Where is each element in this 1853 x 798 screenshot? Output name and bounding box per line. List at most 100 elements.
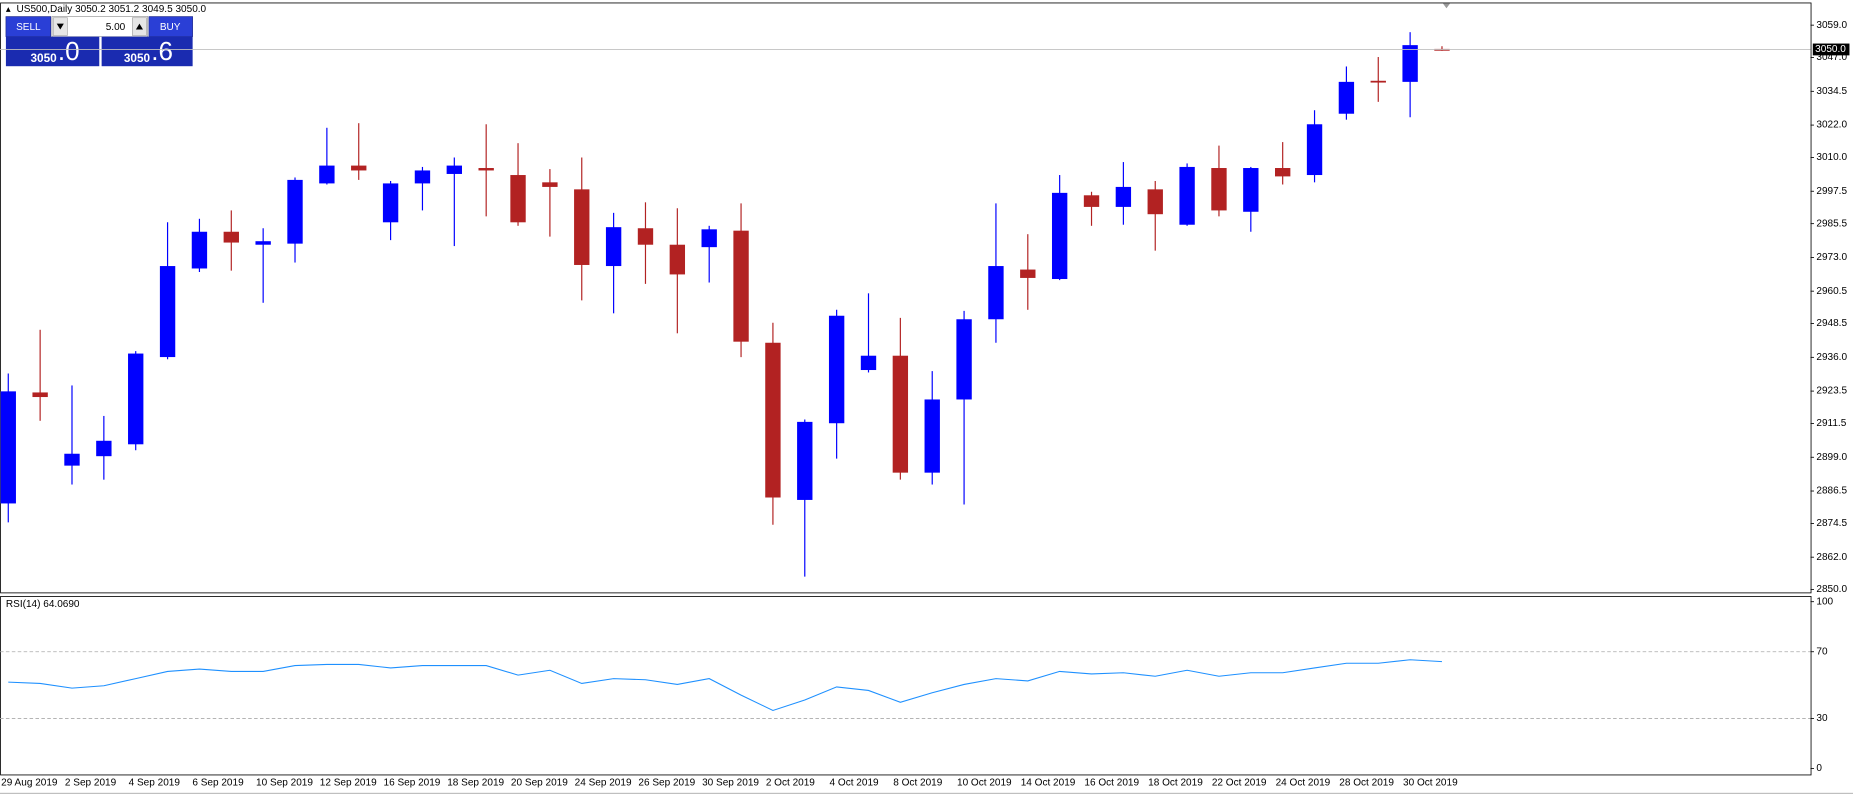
y-tick-label: 2862.0 [1816, 552, 1847, 563]
x-tick-label: 4 Oct 2019 [830, 777, 879, 788]
x-tick-label: 6 Sep 2019 [192, 777, 244, 788]
chart-title: US500,Daily 3050.2 3051.2 3049.5 3050.0 [17, 4, 207, 15]
buy-button[interactable] [148, 16, 193, 37]
candle-body [828, 315, 845, 424]
sell-label: SELL [16, 22, 41, 33]
rsi-line [8, 659, 1443, 712]
candle-body [669, 244, 686, 275]
x-tick-label: 29 Aug 2019 [1, 777, 58, 788]
candle-body [1179, 166, 1195, 225]
candle-body [956, 319, 972, 400]
candle-body [797, 421, 813, 500]
bid-box[interactable] [5, 36, 100, 67]
candle-body [1370, 80, 1386, 83]
last-price-label: 3050.0 [1815, 44, 1846, 55]
y-tick-label: 2936.0 [1816, 352, 1847, 363]
candle-body [988, 266, 1004, 320]
candle-body [414, 170, 431, 184]
x-tick-label: 16 Oct 2019 [1084, 777, 1139, 788]
x-tick-label: 24 Sep 2019 [575, 777, 632, 788]
sell-button[interactable] [5, 16, 52, 37]
candle-body [892, 355, 909, 473]
y-tick-label: 2850.0 [1816, 584, 1847, 595]
candle-body [351, 165, 367, 171]
x-tick-label: 30 Sep 2019 [702, 777, 759, 788]
candle-body [0, 391, 16, 504]
y-tick-label: 2923.5 [1816, 386, 1847, 397]
rsi-tick-label: 0 [1816, 763, 1822, 774]
up-arrow [135, 23, 143, 30]
candle-body [542, 182, 558, 187]
last-price-box [1812, 43, 1850, 56]
bid-small: .0 [58, 36, 80, 66]
trade-panel: SELL 5.00 BUY 3050 .0 3050 .6 [5, 16, 193, 67]
x-tick-label: 24 Oct 2019 [1276, 777, 1331, 788]
candle-body [1211, 168, 1227, 211]
candle-body [924, 399, 940, 473]
rsi-title: RSI(14) 64.0690 [6, 599, 80, 610]
bid-big: 3050 [30, 51, 57, 65]
candle-body [1338, 81, 1355, 114]
candle-body [159, 266, 176, 358]
ask-small: .6 [151, 36, 173, 66]
candle-body [287, 179, 303, 244]
candle-body [574, 189, 590, 265]
rsi-tick-label: 70 [1816, 646, 1828, 657]
candle-body [319, 165, 335, 184]
candle-body [765, 342, 781, 498]
ask-box[interactable] [101, 36, 193, 67]
candle-body [446, 165, 462, 174]
candle-body [191, 231, 208, 269]
x-tick-label: 26 Sep 2019 [638, 777, 695, 788]
candle-body [128, 353, 144, 445]
candle-body [733, 230, 749, 342]
x-tick-label: 8 Oct 2019 [893, 777, 942, 788]
x-tick-label: 18 Sep 2019 [447, 777, 504, 788]
candle-body [860, 355, 877, 371]
y-tick-label: 2948.5 [1816, 318, 1847, 329]
candle-body [96, 440, 112, 457]
y-tick-label: 2886.5 [1816, 486, 1847, 497]
candle-body [1051, 192, 1068, 280]
candle-body [1402, 45, 1418, 82]
main-frame [0, 2, 1812, 594]
y-tick-label: 3047.0 [1816, 52, 1847, 63]
x-tick-label: 14 Oct 2019 [1021, 777, 1076, 788]
candle-body [701, 229, 717, 248]
y-tick-label: 2899.0 [1816, 452, 1847, 463]
y-tick-label: 3034.5 [1816, 86, 1847, 97]
shift-marker [1442, 3, 1451, 9]
volume-box[interactable] [51, 16, 149, 37]
title-arrow [5, 7, 11, 12]
candle-body [1243, 168, 1259, 212]
x-tick-label: 2 Sep 2019 [65, 777, 117, 788]
y-tick-label: 2911.5 [1816, 418, 1846, 429]
candle-body [255, 241, 271, 245]
x-tick-label: 12 Sep 2019 [320, 777, 377, 788]
x-tick-label: 20 Sep 2019 [511, 777, 568, 788]
rsi-tick-label: 100 [1816, 596, 1833, 607]
x-tick-label: 4 Sep 2019 [129, 777, 181, 788]
y-tick-label: 2874.5 [1816, 518, 1847, 529]
candle-body [223, 231, 239, 243]
candle-body [1115, 186, 1132, 207]
candle-body [478, 168, 494, 171]
rsi-tick-label: 30 [1816, 713, 1828, 724]
ask-big: 3050 [124, 51, 151, 65]
y-tick-label: 2985.5 [1816, 218, 1847, 229]
y-tick-label: 2973.0 [1816, 252, 1847, 263]
candle-body [1020, 269, 1036, 278]
y-tick-label: 2997.5 [1816, 186, 1847, 197]
candle-body [1275, 168, 1291, 177]
candle-body [64, 453, 80, 466]
candle-body [1083, 195, 1100, 207]
candle-body [1147, 189, 1163, 215]
volume-value: 5.00 [106, 22, 126, 33]
down-arrow [56, 23, 64, 30]
candle-body [32, 392, 48, 398]
candle-body [605, 227, 622, 267]
x-tick-label: 10 Oct 2019 [957, 777, 1012, 788]
x-tick-label: 30 Oct 2019 [1403, 777, 1458, 788]
x-tick-label: 28 Oct 2019 [1339, 777, 1394, 788]
